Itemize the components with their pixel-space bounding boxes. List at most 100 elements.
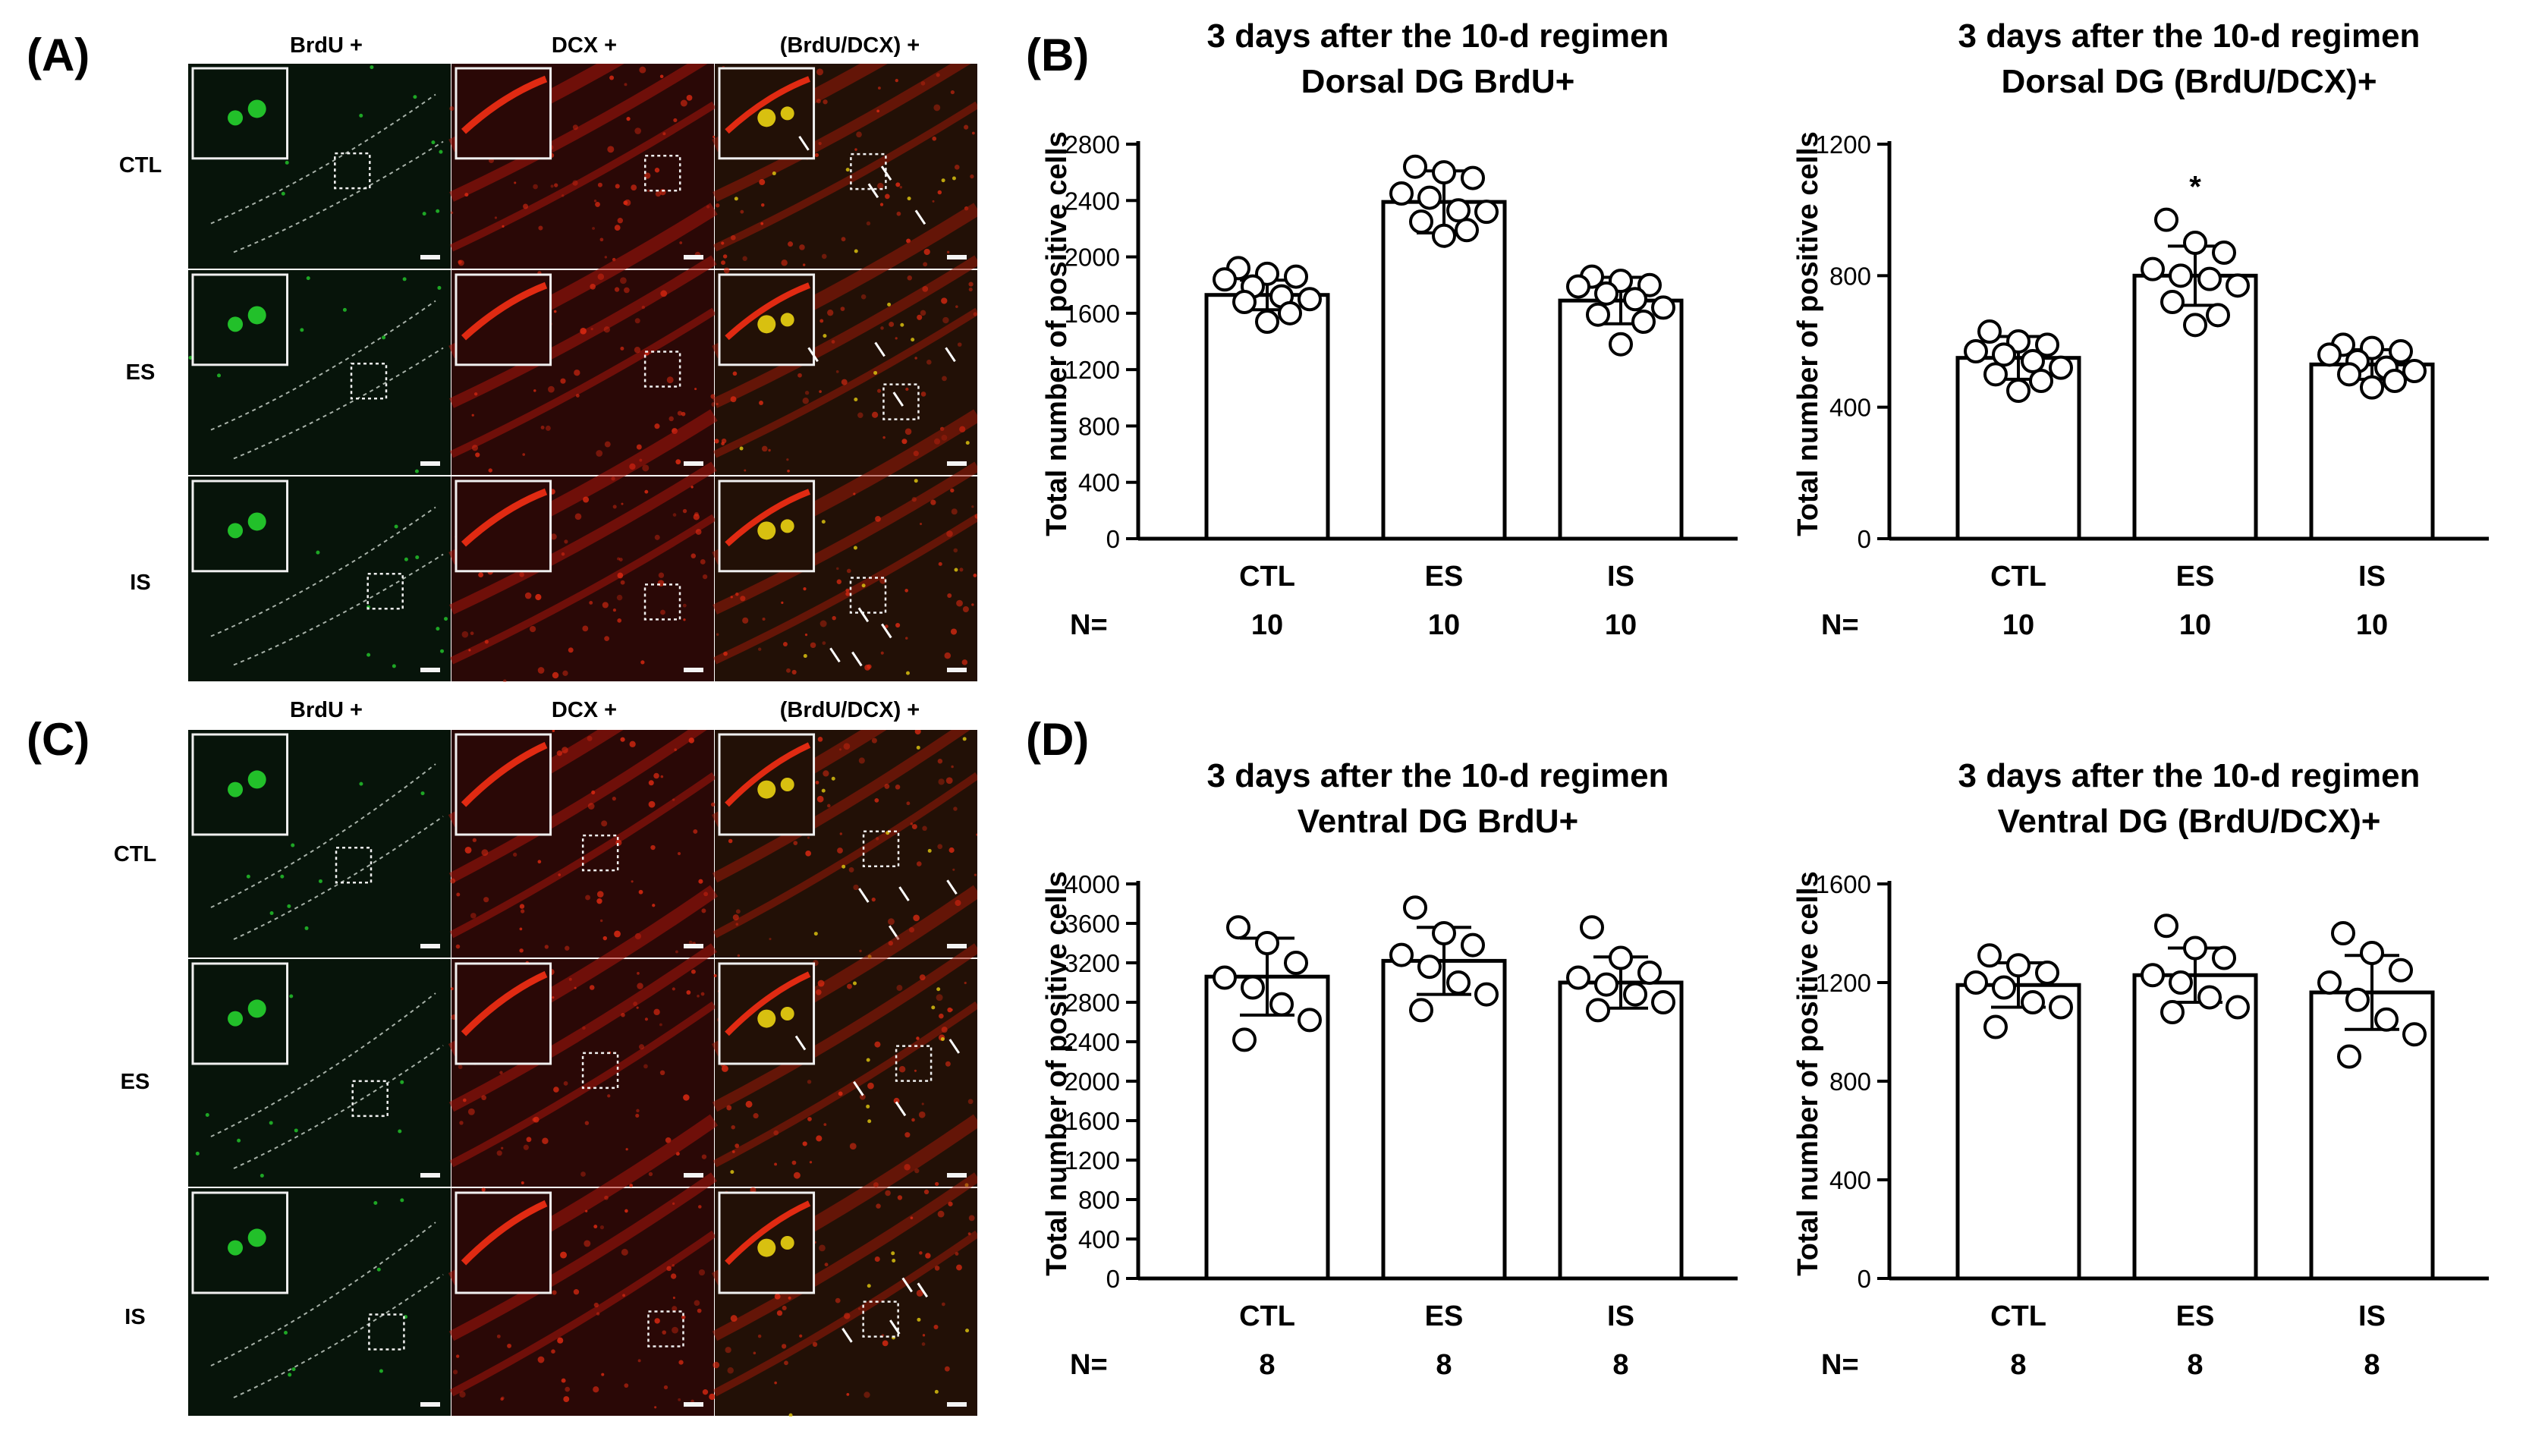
data-point xyxy=(1417,954,1442,980)
y-axis-label: Total number of positive cells xyxy=(1041,871,1073,1276)
dcx-signal xyxy=(542,1137,549,1145)
y-tick-label: 0 xyxy=(1106,525,1120,553)
col-header-brdu-a: BrdU + xyxy=(290,33,363,58)
dcx-signal xyxy=(874,1256,880,1263)
y-tick-label: 800 xyxy=(1078,412,1120,440)
inset-dcx xyxy=(461,1200,548,1266)
dcx-signal xyxy=(595,202,600,207)
dcx-signal xyxy=(876,109,880,113)
data-point xyxy=(1284,264,1308,289)
dcx-signal xyxy=(521,1181,524,1184)
data-point xyxy=(2197,985,2222,1010)
dcx-signal xyxy=(937,1210,945,1218)
dcx-signal xyxy=(604,1195,609,1200)
dcx-signal xyxy=(481,849,489,857)
inset-cell xyxy=(228,110,244,126)
dcx-signal xyxy=(471,445,479,451)
dcx-signal xyxy=(648,800,656,808)
dcx-signal xyxy=(713,973,717,978)
dcx-signal xyxy=(590,283,596,290)
dcx-signal xyxy=(740,596,746,602)
cell-layer xyxy=(449,64,708,202)
cell-dot xyxy=(291,1367,296,1372)
dcx-signal xyxy=(815,780,819,785)
dcx-signal xyxy=(913,914,920,922)
dcx-signal xyxy=(552,1290,557,1295)
micrograph-merge-row-3 xyxy=(711,1114,977,1417)
panel-label-c: (C) xyxy=(27,714,90,765)
cell-layer xyxy=(713,101,977,252)
cell-dot xyxy=(813,932,818,936)
dcx-signal xyxy=(683,1094,690,1101)
cell-dot xyxy=(854,249,858,253)
zoom-region-box xyxy=(862,830,900,867)
micrograph-brdu-row-3 xyxy=(188,1188,451,1416)
dcx-signal xyxy=(716,402,719,406)
dcx-signal xyxy=(836,567,839,571)
dcx-signal xyxy=(537,1356,545,1363)
dcx-signal xyxy=(452,1370,458,1375)
dcx-signal xyxy=(843,743,851,750)
dcx-signal xyxy=(643,1064,648,1069)
dcx-signal xyxy=(640,660,645,665)
dcx-signal xyxy=(805,851,811,857)
data-point xyxy=(1278,300,1302,325)
dcx-signal xyxy=(823,770,829,777)
dcx-signal xyxy=(450,211,454,215)
dcx-signal xyxy=(948,847,955,854)
scale-bar xyxy=(684,668,703,672)
data-point xyxy=(2154,207,2178,232)
dcx-signal xyxy=(672,513,677,517)
inset-cell xyxy=(757,521,776,540)
dcx-signal xyxy=(905,387,909,392)
data-point xyxy=(2197,266,2222,291)
dcx-signal xyxy=(548,385,555,393)
zoom-region-box xyxy=(581,1052,619,1090)
region-outline xyxy=(210,992,436,1137)
dcx-signal xyxy=(923,248,930,256)
dcx-signal xyxy=(678,1398,681,1401)
data-point xyxy=(1992,342,2016,367)
dcx-signal xyxy=(449,106,455,112)
data-point xyxy=(2154,914,2178,939)
dcx-signal xyxy=(519,927,523,931)
dcx-signal xyxy=(529,625,536,633)
dcx-signal xyxy=(782,641,788,646)
data-point xyxy=(2212,241,2236,265)
y-tick-label: 1200 xyxy=(1065,356,1120,384)
data-point xyxy=(1226,915,1250,940)
dcx-signal xyxy=(683,618,686,621)
dcx-signal xyxy=(533,184,538,190)
data-point xyxy=(2035,961,2059,985)
dcx-signal xyxy=(471,414,474,417)
dcx-signal xyxy=(967,1232,971,1235)
x-tick-label: IS xyxy=(1607,1300,1634,1332)
dcx-signal xyxy=(678,1360,684,1365)
y-tick-label: 2000 xyxy=(1065,244,1120,272)
arrow-marker xyxy=(946,879,958,895)
cell-dot xyxy=(867,1119,872,1124)
micrograph-dcx-row-1 xyxy=(448,730,716,958)
dcx-signal xyxy=(597,273,605,280)
dcx-signal xyxy=(951,765,954,769)
dcx-signal xyxy=(804,633,808,637)
data-point xyxy=(1284,951,1308,975)
dcx-signal xyxy=(728,838,733,844)
dcx-signal xyxy=(797,373,802,378)
dcx-signal xyxy=(932,200,935,203)
dcx-signal xyxy=(644,489,649,494)
x-tick-label: CTL xyxy=(1990,1300,2046,1332)
data-point xyxy=(2317,970,2342,995)
n-label: N= xyxy=(1821,609,1859,641)
dcx-signal xyxy=(950,1008,953,1011)
dcx-signal xyxy=(846,1392,850,1396)
data-point xyxy=(1232,290,1257,314)
dcx-signal xyxy=(955,305,958,308)
dcx-signal xyxy=(936,994,943,1002)
dcx-signal xyxy=(672,1306,678,1312)
scale-bar xyxy=(947,944,967,948)
dcx-signal xyxy=(614,225,621,231)
dcx-signal xyxy=(701,908,706,914)
cell-dot xyxy=(965,441,970,445)
dcx-signal xyxy=(774,1381,777,1385)
